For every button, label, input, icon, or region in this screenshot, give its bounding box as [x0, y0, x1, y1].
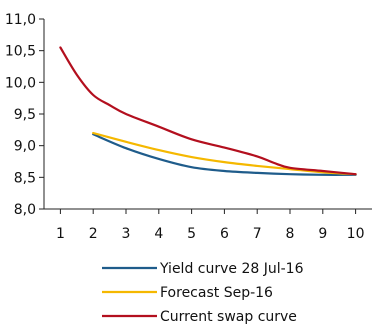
series-line-3	[59, 46, 357, 176]
x-tick-label: 4	[154, 226, 163, 242]
y-tick-label: 11,0	[5, 12, 36, 28]
x-tick-label: 2	[89, 226, 98, 242]
x-tick-label: 3	[122, 226, 131, 242]
series-line-1	[92, 133, 357, 176]
legend: Yield curve 28 Jul-16 Forecast Sep-16 Curr…	[102, 261, 304, 325]
axes	[43, 19, 372, 210]
x-tick-label: 8	[286, 226, 295, 242]
x-tick-label: 9	[318, 226, 327, 242]
y-tick-labels: 8,0 8,5 9,0 9,5 10,0 10,5 11,0	[5, 12, 44, 218]
legend-label-1: Yield curve 28 Jul-16	[159, 261, 304, 277]
x-tick-labels: 1 2 3 4 5 6 7 8 9 10	[56, 209, 365, 242]
x-tick-label: 5	[187, 226, 196, 242]
x-tick-label: 1	[56, 226, 65, 242]
y-tick-label: 10,0	[5, 75, 36, 91]
series-lines	[59, 46, 357, 176]
y-tick-label: 9,0	[14, 139, 36, 155]
y-tick-label: 10,5	[5, 44, 36, 60]
series-line-2	[92, 131, 357, 176]
legend-label-3: Current swap curve	[160, 309, 297, 325]
legend-label-2: Forecast Sep-16	[160, 285, 273, 301]
x-tick-label: 6	[220, 226, 229, 242]
y-tick-label: 8,5	[14, 170, 36, 186]
y-tick-label: 9,5	[14, 107, 36, 123]
x-tick-label: 7	[253, 226, 262, 242]
y-tick-label: 8,0	[14, 202, 36, 218]
x-tick-label: 10	[347, 226, 365, 242]
